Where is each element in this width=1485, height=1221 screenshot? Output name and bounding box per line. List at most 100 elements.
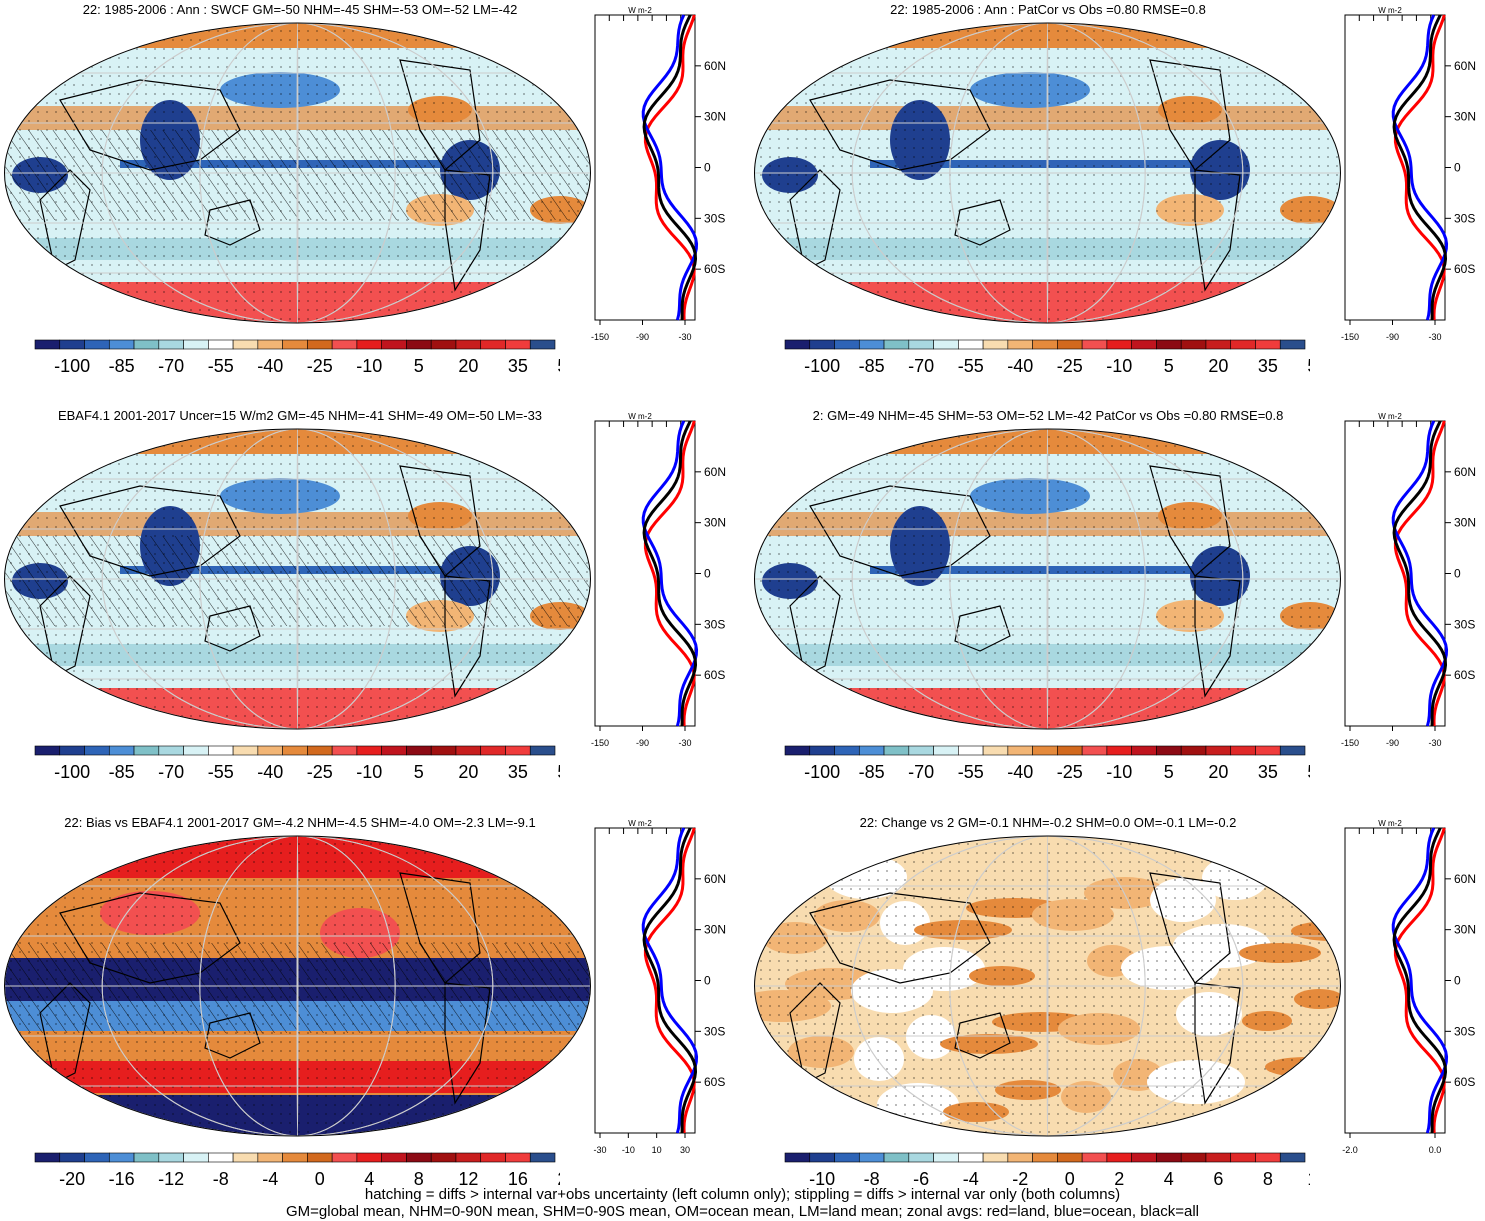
map-outline xyxy=(754,22,1341,324)
zonal-lat-label: 30N xyxy=(704,110,726,124)
colorbar-swatch xyxy=(505,1152,531,1163)
colorbar-swatch xyxy=(455,339,482,350)
colorbar-label: -10 xyxy=(1106,762,1132,782)
zonal-line-all xyxy=(642,14,698,321)
zonal-units: W m-2 xyxy=(1378,819,1402,828)
colorbar-label: -85 xyxy=(859,356,885,376)
colorbar-swatch xyxy=(34,745,61,756)
colorbar-swatch xyxy=(282,339,308,350)
colorbar-swatch xyxy=(1180,339,1207,350)
colorbar-swatch xyxy=(1032,339,1058,350)
colorbar-label: -70 xyxy=(908,762,934,782)
colorbar-label: 50 xyxy=(557,762,560,782)
zonal-plot-4: W m-2 60N 30N 0 30S 60S -150 -90 -30 xyxy=(1341,412,1476,748)
zonal-lat-label: 30S xyxy=(704,617,725,631)
zonal-x-label: -30 xyxy=(678,738,691,748)
colorbar-label: -55 xyxy=(958,356,984,376)
colorbar-label: 12 xyxy=(458,1169,478,1189)
colorbar-swatch xyxy=(208,339,234,350)
colorbar-swatch xyxy=(809,1152,835,1163)
colorbar-swatch xyxy=(908,1152,934,1163)
colorbar-label: 5 xyxy=(414,762,424,782)
zonal-x-label: -30 xyxy=(1428,738,1441,748)
colorbar-swatch xyxy=(406,339,432,350)
colorbar-label: -55 xyxy=(208,356,234,376)
zonal-lat-label: 30S xyxy=(1454,1024,1475,1038)
zonal-lat-label: 60N xyxy=(1454,465,1476,479)
colorbar-label: -40 xyxy=(1007,356,1033,376)
colorbar-swatch xyxy=(1180,1152,1207,1163)
colorbar-label: 0 xyxy=(1065,1169,1075,1189)
colorbar-label: 5 xyxy=(414,356,424,376)
zonal-line-all xyxy=(1392,420,1448,727)
zonal-lat-label: 30S xyxy=(1454,211,1475,225)
colorbar-swatch xyxy=(59,1152,85,1163)
zonal-plot-1: W m-2 60N 30N 0 30S 60S -150 -90 -30 xyxy=(591,6,726,342)
zonal-lat-label: 30N xyxy=(704,923,726,937)
zonal-lat-label: 30N xyxy=(1454,923,1476,937)
colorbar-label: 4 xyxy=(1164,1169,1174,1189)
colorbar-swatch xyxy=(1131,1152,1157,1163)
zonal-x-label: -90 xyxy=(636,738,649,748)
colorbar-swatch xyxy=(1057,339,1083,350)
zonal-line-ocean xyxy=(1391,420,1449,727)
panel-title-4: 2: GM=-49 NHM=-45 SHM=-53 OM=-52 LM=-42 … xyxy=(812,408,1284,423)
zonal-lat-label: 0 xyxy=(704,567,711,581)
meridian-line xyxy=(296,429,299,729)
panel-title-6: 22: Change vs 2 GM=-0.1 NHM=-0.2 SHM=0.0… xyxy=(859,815,1237,830)
colorbar-6: -10 -8 -6 -4 -2 0 2 4 6 8 10 xyxy=(784,1152,1310,1189)
colorbar-swatch xyxy=(257,339,283,350)
colorbar-swatch xyxy=(455,1152,482,1163)
colorbar-swatch xyxy=(1156,339,1182,350)
colorbar-swatch xyxy=(1032,745,1058,756)
meridian-line xyxy=(1046,429,1049,729)
zonal-units: W m-2 xyxy=(1378,412,1402,421)
colorbar-swatch xyxy=(1255,1152,1281,1163)
zonal-line-all xyxy=(1392,14,1448,321)
zonal-line-all xyxy=(642,420,698,727)
colorbar-swatch xyxy=(809,339,835,350)
colorbar-swatch xyxy=(455,745,482,756)
zonal-plot-3: W m-2 60N 30N 0 30S 60S -150 -90 -30 xyxy=(591,412,726,748)
zonal-lat-label: 30N xyxy=(1454,516,1476,530)
colorbar-label: 2 xyxy=(1114,1169,1124,1189)
colorbar-swatch xyxy=(232,745,259,756)
colorbar-label: -20 xyxy=(59,1169,85,1189)
zonal-lat-label: 0 xyxy=(1454,161,1461,175)
colorbar-label: 35 xyxy=(1258,762,1278,782)
colorbar-label: 50 xyxy=(1307,762,1310,782)
colorbar-swatch xyxy=(34,1152,61,1163)
meridian-line xyxy=(1046,836,1049,1136)
zonal-x-label: -150 xyxy=(591,738,609,748)
colorbar-swatch xyxy=(958,1152,984,1163)
panel-title-5: 22: Bias vs EBAF4.1 2001-2017 GM=-4.2 NH… xyxy=(64,815,536,830)
zonal-x-label: -30 xyxy=(678,332,691,342)
colorbar-label: 6 xyxy=(1213,1169,1223,1189)
meridian-line xyxy=(296,23,299,323)
zonal-x-label: -90 xyxy=(636,332,649,342)
colorbar-swatch xyxy=(883,339,910,350)
colorbar-swatch xyxy=(1205,1152,1232,1163)
colorbar-label: 16 xyxy=(508,1169,528,1189)
colorbar-swatch xyxy=(331,1152,358,1163)
colorbar-swatch xyxy=(356,745,382,756)
colorbar-swatch xyxy=(1057,745,1083,756)
colorbar-swatch xyxy=(505,745,531,756)
colorbar-swatch xyxy=(529,339,556,350)
colorbar-swatch xyxy=(406,1152,432,1163)
colorbar-label: 20 xyxy=(458,762,478,782)
colorbar-swatch xyxy=(883,745,910,756)
colorbar-swatch xyxy=(908,745,934,756)
zonal-plot-2: W m-2 60N 30N 0 30S 60S -150 -90 -30 xyxy=(1341,6,1476,342)
colorbar-swatch xyxy=(307,1152,333,1163)
zonal-lat-label: 30S xyxy=(1454,617,1475,631)
map-outline xyxy=(754,835,1341,1137)
colorbar-swatch xyxy=(858,339,885,350)
colorbar-swatch xyxy=(84,1152,110,1163)
colorbar-swatch xyxy=(958,339,984,350)
colorbar-5: -20 -16 -12 -8 -4 0 4 8 12 16 20 xyxy=(34,1152,560,1189)
zonal-lat-label: 60S xyxy=(1454,668,1475,682)
colorbar-label: -100 xyxy=(54,762,90,782)
zonal-line-ocean xyxy=(641,827,699,1134)
colorbar-label: 20 xyxy=(1208,762,1228,782)
